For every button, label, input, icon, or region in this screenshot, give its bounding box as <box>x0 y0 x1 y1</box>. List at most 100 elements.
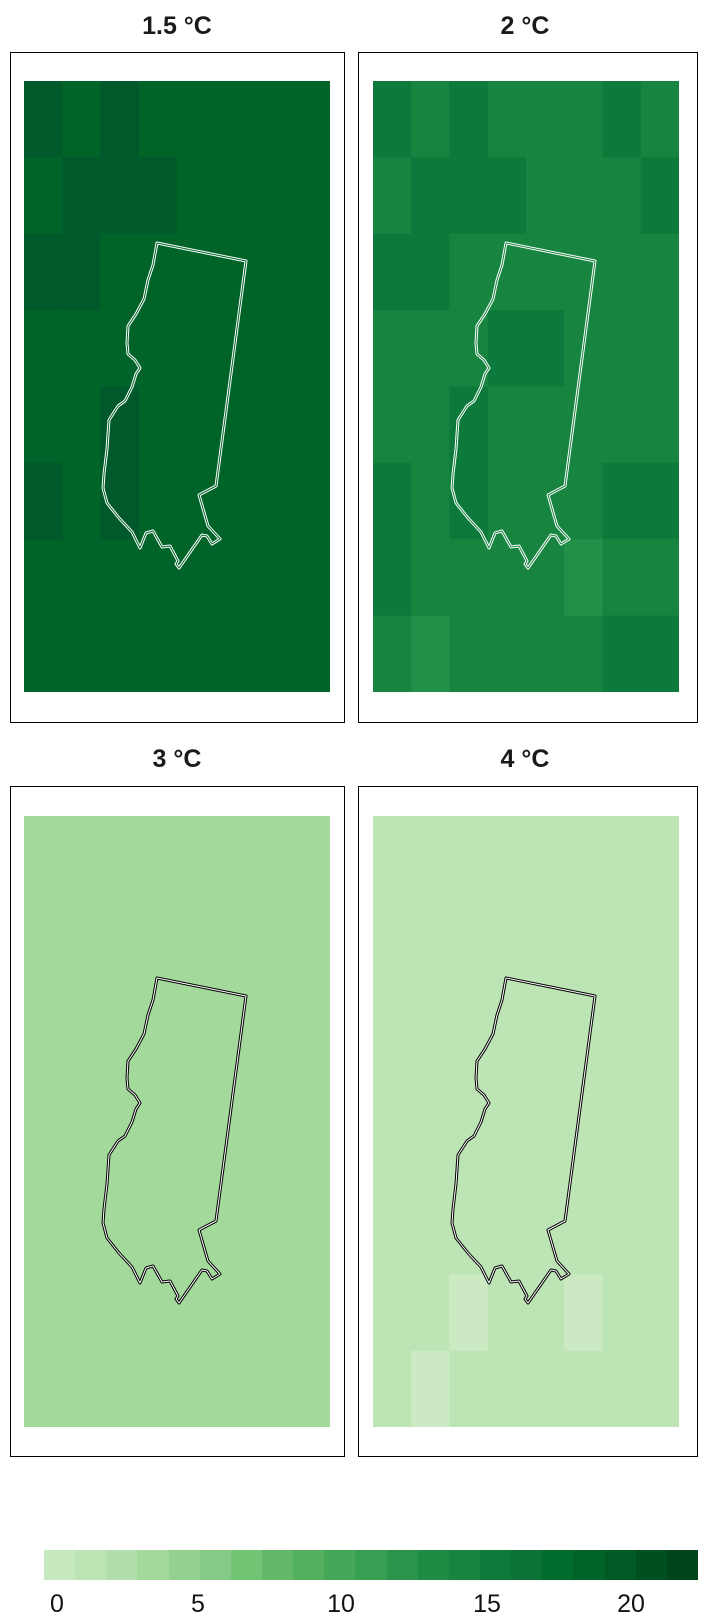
grid-cell <box>291 157 330 235</box>
colorbar-tick-label: 0 <box>50 1590 64 1618</box>
grid-cell <box>62 462 102 540</box>
grid-cell <box>177 386 216 464</box>
colorbar-swatch <box>106 1550 138 1580</box>
grid-cell <box>138 386 178 464</box>
colorbar-tick-label: 15 <box>473 1590 501 1618</box>
grid-cell <box>602 462 642 540</box>
grid-cell <box>411 157 451 235</box>
map-3c <box>24 816 330 1427</box>
grid-cell <box>100 816 140 893</box>
grid-cell <box>177 615 216 692</box>
grid-cell <box>602 386 642 464</box>
grid-cell <box>138 892 178 970</box>
grid-cell <box>100 233 140 311</box>
grid-cell <box>253 1045 293 1123</box>
grid-cell <box>373 233 412 311</box>
grid-cell <box>640 157 679 235</box>
grid-cell <box>564 968 604 1046</box>
grid-cell <box>411 816 451 893</box>
colorbar <box>44 1550 698 1580</box>
county-boundary-inner <box>102 977 247 1304</box>
grid-cell <box>24 386 63 464</box>
grid-cell <box>215 233 255 311</box>
grid-cell <box>24 310 63 388</box>
grid-cell <box>215 816 255 893</box>
grid-cell <box>138 81 178 158</box>
grid-cell <box>526 539 565 617</box>
grid-cell <box>411 539 451 617</box>
grid-cell <box>373 816 412 893</box>
colorbar-swatch <box>417 1550 449 1580</box>
grid-cell <box>487 1350 527 1427</box>
grid-cell <box>373 157 412 235</box>
grid-cell <box>215 539 255 617</box>
grid-cell <box>177 310 216 388</box>
grid-cell <box>602 1197 642 1275</box>
grid-cell <box>564 81 604 158</box>
grid-cell <box>640 615 679 692</box>
grid-cell <box>526 157 565 235</box>
grid-cell <box>526 816 565 893</box>
grid-cell <box>411 968 451 1046</box>
grid-cell <box>62 386 102 464</box>
grid-cell <box>24 1045 63 1123</box>
panel-title-3c: 3 °C <box>152 745 202 773</box>
map-1-5c <box>24 81 330 692</box>
grid-cell <box>526 1121 565 1199</box>
grid-cell <box>487 892 527 970</box>
colorbar-swatch <box>324 1550 356 1580</box>
grid-cell <box>640 1350 679 1427</box>
grid-cell <box>177 1350 216 1427</box>
grid-cell <box>215 1197 255 1275</box>
grid-cell <box>602 615 642 692</box>
grid-cell <box>526 892 565 970</box>
grid-cell <box>291 462 330 540</box>
grid-cell <box>373 968 412 1046</box>
colorbar-swatch <box>355 1550 387 1580</box>
grid-cell <box>640 1197 679 1275</box>
grid-cell <box>215 892 255 970</box>
grid-cell <box>177 892 216 970</box>
colorbar-swatch <box>199 1550 231 1580</box>
grid-cell <box>602 81 642 158</box>
grid-cell <box>291 1274 330 1352</box>
colorbar-swatch <box>230 1550 262 1580</box>
grid-cell <box>411 1045 451 1123</box>
grid-cell <box>24 968 63 1046</box>
grid-cell <box>62 81 102 158</box>
colorbar-swatch <box>666 1550 698 1580</box>
grid-cell <box>24 81 63 158</box>
grid-cell <box>487 615 527 692</box>
grid-cell <box>411 1121 451 1199</box>
grid-cell <box>449 1045 489 1123</box>
grid-cell <box>253 1274 293 1352</box>
grid-cell <box>526 233 565 311</box>
grid-cell <box>564 462 604 540</box>
grid-cell <box>449 157 489 235</box>
grid-cell <box>62 892 102 970</box>
grid-cell <box>373 462 412 540</box>
grid-cell <box>291 968 330 1046</box>
grid-cell <box>215 1274 255 1352</box>
grid-cell <box>373 1197 412 1275</box>
panel-title-4c: 4 °C <box>500 745 550 773</box>
grid-cell <box>602 539 642 617</box>
grid-cell <box>177 233 216 311</box>
grid-cell <box>640 1045 679 1123</box>
grid-cell <box>24 233 63 311</box>
grid-cell <box>253 816 293 893</box>
grid-cell <box>291 386 330 464</box>
grid-cell <box>62 1274 102 1352</box>
grid-cell <box>62 157 102 235</box>
grid-cell <box>487 157 527 235</box>
grid-cell <box>640 1274 679 1352</box>
grid-cell <box>24 462 63 540</box>
grid-cell <box>487 816 527 893</box>
grid-cell <box>62 615 102 692</box>
grid-cell <box>215 1350 255 1427</box>
grid-cell <box>138 1350 178 1427</box>
grid-cell <box>138 1274 178 1352</box>
grid-cell <box>411 892 451 970</box>
grid-cell <box>215 615 255 692</box>
map-2c <box>373 81 679 692</box>
